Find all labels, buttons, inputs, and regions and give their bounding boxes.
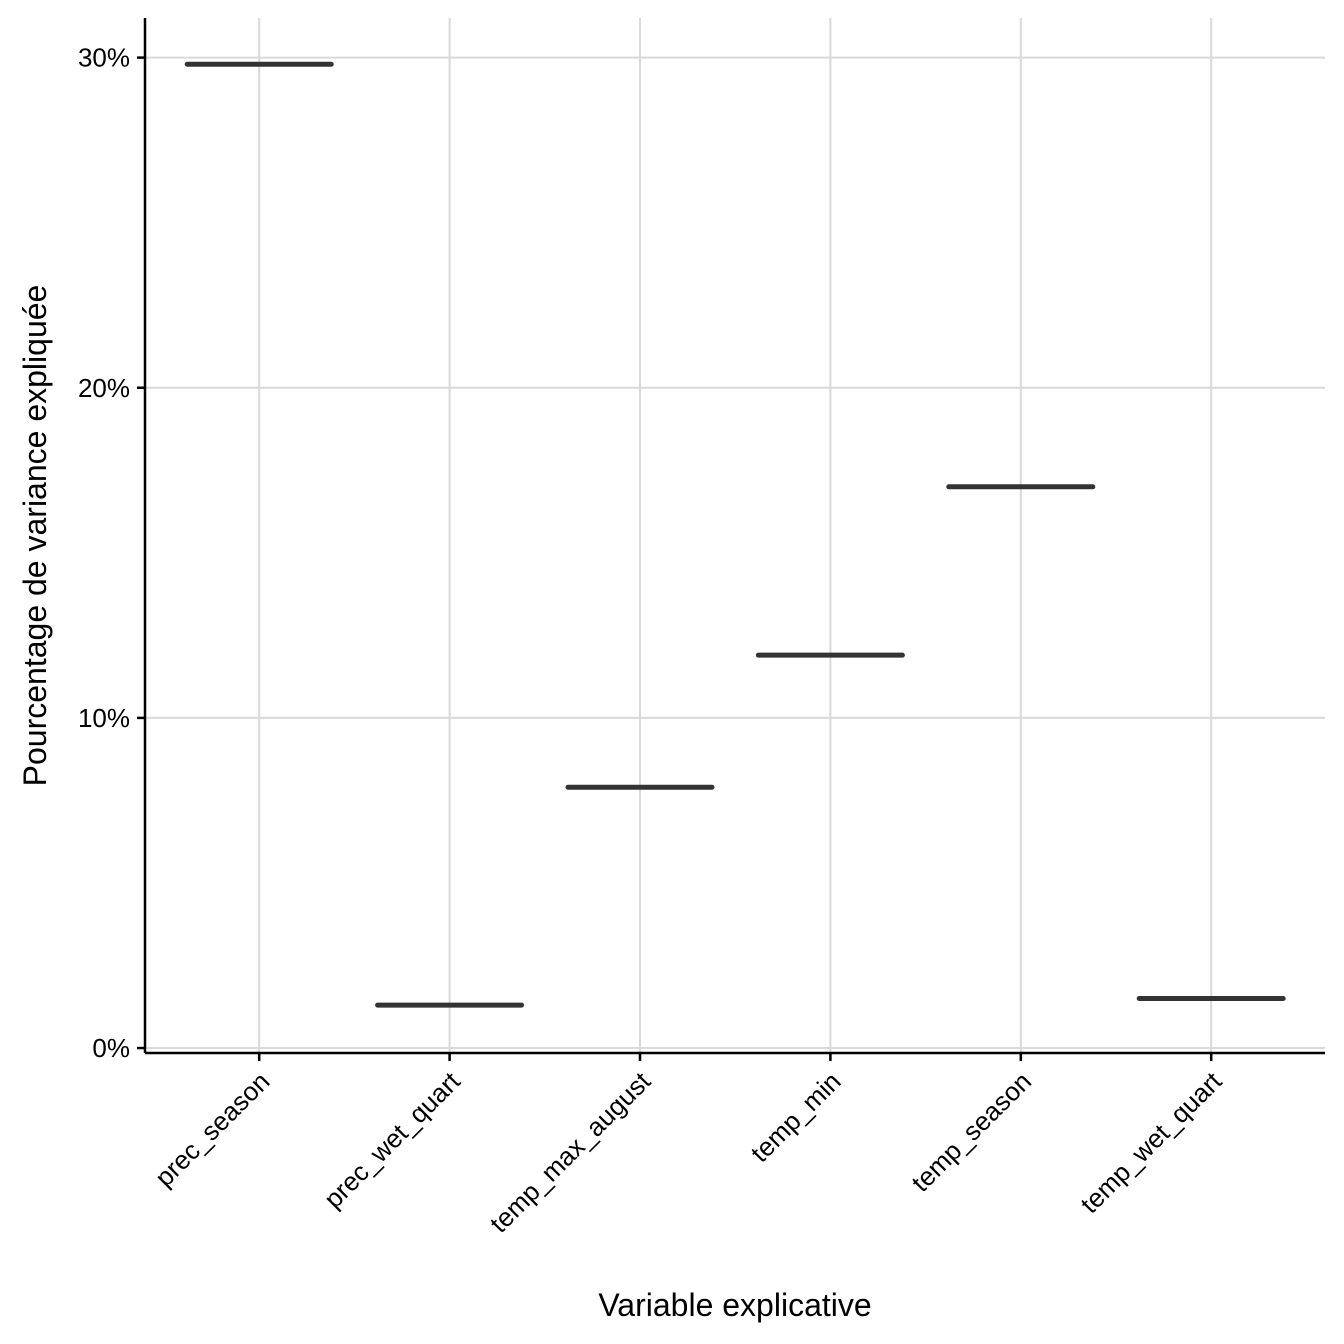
x-tick-label-prec-season: prec_season [149, 1066, 275, 1192]
x-tick-label-temp-season: temp_season [905, 1066, 1037, 1198]
y-tick-label: 0% [92, 1033, 130, 1063]
x-tick-label-temp-wet-quart: temp_wet_quart [1074, 1065, 1228, 1219]
ticks-layer: 0%10%20%30%prec_season prec_wet_quart temp… [78, 43, 1228, 1239]
y-tick-label: 20% [78, 373, 130, 403]
x-tick-label-temp-min: temp_min [745, 1066, 847, 1168]
x-tick-label-temp-max-august: temp_max_august [484, 1065, 657, 1238]
y-tick-label: 10% [78, 703, 130, 733]
y-axis-title: Pourcentage de variance expliquée [17, 285, 53, 787]
y-tick-label: 30% [78, 43, 130, 73]
x-axis-title: Variable explicative [598, 1287, 871, 1323]
grid-layer [145, 18, 1325, 1053]
x-tick-label-prec-wet-quart: prec_wet_quart [318, 1065, 466, 1213]
axes-layer [143, 18, 1325, 1055]
marks-layer [184, 61, 1286, 1008]
